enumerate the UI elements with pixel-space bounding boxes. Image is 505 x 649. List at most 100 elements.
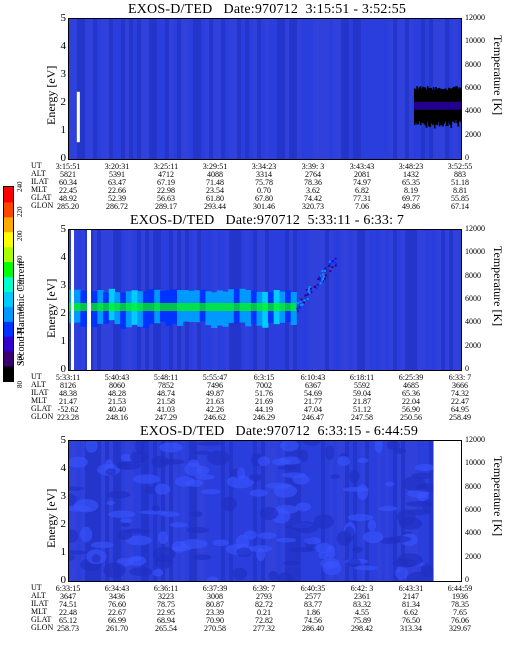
heatmap-blob bbox=[236, 547, 252, 558]
heatmap-column bbox=[361, 441, 366, 581]
heatmap-column bbox=[261, 19, 266, 159]
heatmap-column bbox=[397, 230, 402, 370]
ephemeris-value: 54.69 bbox=[304, 389, 322, 398]
y-right-tick-label: 10000 bbox=[465, 247, 485, 257]
heatmap-column bbox=[293, 19, 298, 159]
heatmap-point bbox=[324, 267, 327, 270]
y-right-tick-label: 4000 bbox=[465, 317, 481, 327]
y-tick-label: 1 bbox=[60, 335, 67, 347]
y-right-tick-label: 8000 bbox=[465, 481, 481, 491]
y-tick-label: 5 bbox=[60, 223, 67, 235]
heatmap-column bbox=[149, 19, 154, 159]
ephemeris-value: 3008 bbox=[207, 592, 223, 601]
heatmap-column bbox=[209, 19, 214, 159]
heatmap-column bbox=[93, 19, 98, 159]
y-right-tick-label: 4000 bbox=[465, 106, 481, 116]
heatmap-blob bbox=[117, 529, 133, 540]
colorbar-segment bbox=[4, 291, 13, 307]
heatmap-column bbox=[197, 441, 202, 581]
ephemeris-value: 74.97 bbox=[353, 178, 371, 187]
colorbar-segment bbox=[4, 201, 13, 218]
heatmap-column bbox=[97, 441, 102, 581]
y-right-tick-label: 12000 bbox=[465, 224, 485, 233]
heatmap-column bbox=[377, 441, 382, 581]
heatmap-column bbox=[445, 230, 450, 370]
ephemeris-value: 5:33:11 bbox=[55, 373, 81, 382]
ephemeris-value: 6:44:59 bbox=[447, 584, 473, 593]
heatmap-blob bbox=[286, 523, 313, 530]
heatmap-blob bbox=[330, 474, 341, 479]
ephemeris-value: 1432 bbox=[403, 170, 419, 179]
heatmap-column bbox=[253, 19, 258, 159]
ephemeris-value: 74.56 bbox=[304, 616, 322, 625]
ephemeris-value: 3:43:43 bbox=[349, 162, 375, 171]
ephemeris-value: 74.32 bbox=[451, 389, 469, 398]
heatmap-column bbox=[309, 441, 314, 581]
ephemeris-value: -52.62 bbox=[57, 405, 79, 414]
heatmap-column bbox=[93, 441, 98, 581]
colorbar-segment bbox=[4, 321, 13, 337]
heatmap-column bbox=[397, 19, 402, 159]
ephemeris-value: 6:39: 7 bbox=[252, 584, 276, 593]
heatmap-column bbox=[365, 441, 370, 581]
ephemeris-value: 23.39 bbox=[206, 608, 224, 617]
y-tick-label: 1 bbox=[60, 124, 67, 136]
ephemeris-value: 277.32 bbox=[253, 624, 275, 633]
ephemeris-value: 44.19 bbox=[255, 405, 273, 414]
heatmap-column bbox=[313, 230, 318, 370]
heatmap-column bbox=[281, 19, 286, 159]
heatmap-point bbox=[329, 263, 332, 266]
heatmap-column bbox=[77, 19, 82, 159]
ephemeris-value: 23.54 bbox=[206, 186, 224, 195]
heatmap-blob bbox=[69, 486, 85, 491]
heatmap-column bbox=[245, 441, 250, 581]
ephemeris-value: 72.82 bbox=[255, 616, 273, 625]
y-right-tick-label: 4000 bbox=[465, 528, 481, 538]
ephemeris-value: 21.69 bbox=[255, 397, 273, 406]
ephemeris-value: 82.72 bbox=[255, 600, 273, 609]
ephemeris-row-label: GLON bbox=[31, 201, 54, 210]
ephemeris-row-label: GLAT bbox=[31, 193, 52, 202]
heatmap-column bbox=[313, 19, 318, 159]
heatmap-column bbox=[101, 441, 106, 581]
heatmap-blob bbox=[193, 450, 211, 455]
heatmap-point bbox=[313, 285, 316, 288]
ephemeris-value: 60.34 bbox=[59, 178, 77, 187]
heatmap-column bbox=[313, 441, 318, 581]
y-right-tick-label: 10000 bbox=[465, 36, 485, 46]
heatmap-column bbox=[145, 19, 150, 159]
heatmap-column bbox=[405, 230, 410, 370]
heatmap-blob bbox=[207, 450, 230, 466]
heatmap-point bbox=[322, 273, 325, 276]
ephemeris-value: 21.47 bbox=[59, 397, 77, 406]
heatmap-column bbox=[185, 441, 190, 581]
heatmap-blob bbox=[69, 493, 77, 506]
heatmap-point bbox=[319, 282, 322, 285]
ephemeris-value: 7496 bbox=[207, 381, 223, 390]
heatmap-blob bbox=[288, 547, 316, 553]
ephemeris-value: 6:33: 7 bbox=[448, 373, 472, 382]
heatmap-point bbox=[334, 257, 337, 260]
ephemeris-value: 246.29 bbox=[253, 413, 275, 422]
heatmap-column bbox=[273, 19, 278, 159]
ephemeris-value: 6:36:11 bbox=[153, 584, 179, 593]
heatmap-blob bbox=[313, 514, 334, 529]
heatmap-column bbox=[181, 441, 186, 581]
heatmap-column bbox=[317, 19, 322, 159]
heatmap-blob bbox=[273, 484, 298, 498]
ephemeris-value: 55.85 bbox=[451, 194, 469, 203]
ephemeris-value: 293.44 bbox=[204, 202, 226, 211]
ephemeris-row-label: ILAT bbox=[31, 388, 49, 397]
heatmap-blob bbox=[206, 576, 219, 581]
heatmap-blob bbox=[353, 565, 378, 571]
heatmap-blob bbox=[283, 560, 300, 566]
y-tick-label: 0 bbox=[60, 363, 67, 375]
heatmap-column bbox=[101, 19, 106, 159]
heatmap-point bbox=[322, 275, 325, 278]
heatmap-point bbox=[306, 297, 309, 300]
heatmap-column bbox=[257, 441, 262, 581]
heatmap-column bbox=[221, 19, 226, 159]
heatmap-point bbox=[301, 303, 304, 306]
heatmap-blob bbox=[85, 441, 98, 453]
heatmap-blob bbox=[248, 474, 262, 482]
